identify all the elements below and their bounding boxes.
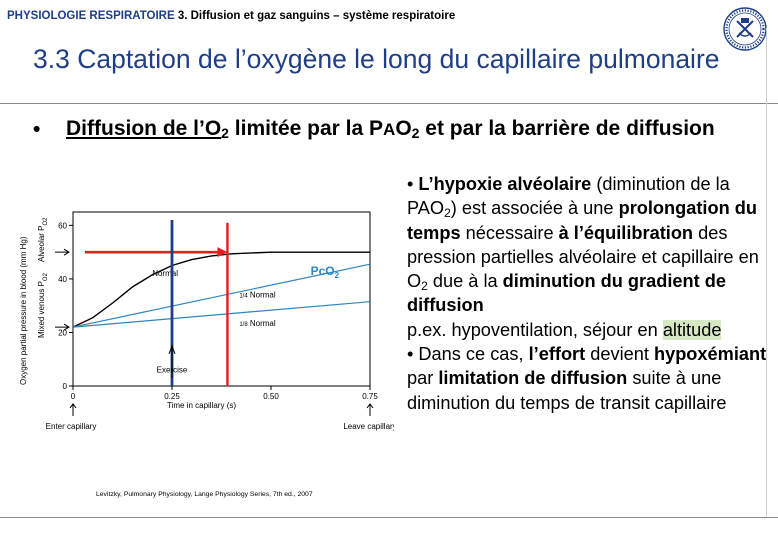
explanation-text: • L’hypoxie alvéolaire (diminution de la… <box>407 172 767 415</box>
x-axis-label: Time in capillary (s) <box>167 401 236 410</box>
pco2-label: PcO2 <box>311 264 340 280</box>
section-name: 3. Diffusion et gaz sanguins – système r… <box>177 10 456 22</box>
series-label-normal: Normal <box>152 269 178 278</box>
venous-label: Mixed venous PO2 <box>37 272 49 338</box>
x-tick-label: 0.50 <box>263 392 279 401</box>
y-tick-label: 40 <box>58 275 67 284</box>
y-axis-label: Oxygen partial pressure in blood (mm Hg) <box>19 236 28 385</box>
headline-underlined: Diffusion de l’O2 <box>66 117 229 141</box>
course-name: PHYSIOLOGIE RESPIRATOIRE <box>7 10 175 22</box>
breadcrumb: PHYSIOLOGIE RESPIRATOIRE 3. Diffusion et… <box>7 10 455 22</box>
series-label-quarter-normal: 1/4 Normal <box>239 291 276 300</box>
series-label-eighth-normal: 1/8 Normal <box>239 319 276 328</box>
enter-arrow <box>69 403 77 416</box>
y-tick-label: 20 <box>58 328 67 337</box>
slide-title: 3.3 Captation de l’oxygène le long du ca… <box>33 44 720 74</box>
y-tick-label: 60 <box>58 221 67 230</box>
slide-header: PHYSIOLOGIE RESPIRATOIRE 3. Diffusion et… <box>0 0 778 104</box>
x-tick-label: 0.75 <box>362 392 378 401</box>
o2-uptake-chart: Oxygen partial pressure in blood (mm Hg)… <box>19 211 394 431</box>
x-tick-label: 0 <box>71 392 76 401</box>
explanation-example: p.ex. hypoventilation, séjour en altitud… <box>407 319 722 340</box>
leave-capillary-label: Leave capillary <box>343 422 394 431</box>
alveolar-label: Alveolar PO2 <box>37 217 49 262</box>
leave-arrow <box>366 403 374 416</box>
figure-caption: Levitzky, Pulmonary Physiology, Lange Ph… <box>96 491 313 498</box>
footer-divider <box>0 517 778 518</box>
right-border <box>766 28 767 518</box>
highlight-altitude: altitude <box>662 319 722 340</box>
headline: Diffusion de l’O2 limitée par la PAO2 et… <box>66 117 715 141</box>
explanation-paragraph-2: • Dans ce cas, l’effort devient hypoxémi… <box>407 344 767 413</box>
series-line-normal <box>72 251 370 328</box>
series-line-eighth-normal <box>72 301 371 328</box>
alveolar-arrow <box>55 248 70 256</box>
plot-frame <box>72 211 371 387</box>
explanation-paragraph-1: • L’hypoxie alvéolaire (diminution de la… <box>407 174 759 316</box>
headline-bullet: • <box>33 118 41 141</box>
exercise-arrow <box>168 344 176 378</box>
y-tick-label: 0 <box>63 382 68 391</box>
x-tick-label: 0.25 <box>164 392 180 401</box>
series-line-quarter-normal <box>72 263 371 328</box>
venous-arrow <box>55 323 70 331</box>
exercise-label: Exercise <box>157 366 188 375</box>
header-divider <box>0 103 778 104</box>
plot-area: 0 20 40 60 0 0.25 0.50 0.75 Time in capillary (s… <box>46 211 394 431</box>
enter-capillary-label: Enter capillary <box>46 422 97 431</box>
university-seal-icon <box>723 7 767 51</box>
red-arrow-head <box>217 247 228 258</box>
